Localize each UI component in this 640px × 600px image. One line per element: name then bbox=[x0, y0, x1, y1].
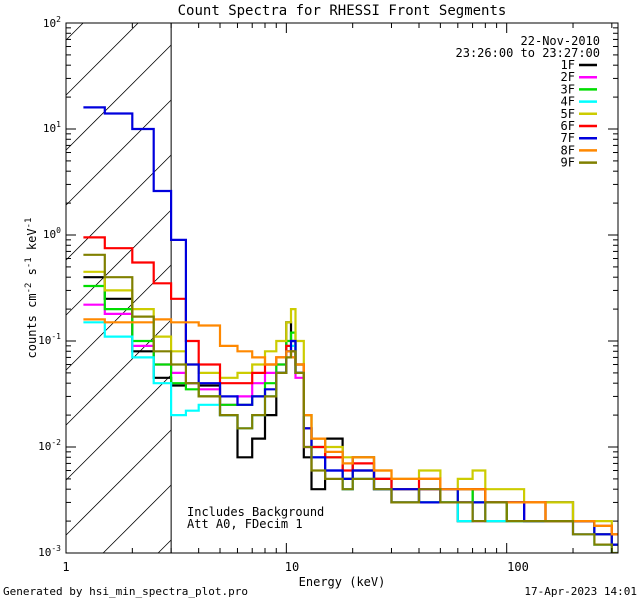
y-tick-label-1e-3: 10-3 bbox=[38, 544, 61, 559]
series-line-5f bbox=[83, 270, 618, 536]
series-line-2f bbox=[83, 303, 618, 546]
legend-label-5f: 5F bbox=[561, 107, 575, 121]
y-tick-label-1e1: 101 bbox=[43, 120, 61, 135]
series-line-3f bbox=[83, 284, 618, 546]
y-tick-label-1e-1: 10-1 bbox=[38, 332, 61, 347]
legend-label-1f: 1F bbox=[561, 58, 575, 72]
x-axis-tick-labels: 1 10 100 bbox=[62, 560, 528, 574]
legend-label-4f: 4F bbox=[561, 95, 575, 109]
hatch-line bbox=[65, 264, 172, 371]
hatch-line bbox=[157, 539, 172, 554]
legend-label-9f: 9F bbox=[561, 156, 575, 170]
footer-timestamp: 17-Apr-2023 14:01 bbox=[524, 585, 637, 598]
legend-label-3f: 3F bbox=[561, 82, 575, 96]
legend-label-2f: 2F bbox=[561, 70, 575, 84]
hatch-line bbox=[102, 484, 172, 554]
axis-ticks bbox=[65, 22, 618, 554]
hatch-line bbox=[65, 44, 172, 151]
footer-generated-by: Generated by hsi_min_spectra_plot.pro bbox=[3, 585, 248, 598]
excluded-region-hatch bbox=[65, 22, 172, 554]
y-axis-tick-labels: 10-3 10-2 10-1 100 101 102 bbox=[38, 15, 61, 559]
series-line-9f bbox=[83, 253, 618, 553]
x-axis-label: Energy (keV) bbox=[299, 575, 386, 589]
hatch-line bbox=[65, 99, 172, 206]
series-group bbox=[83, 106, 618, 553]
x-tick-label-1: 1 bbox=[62, 560, 69, 574]
date-label: 22-Nov-2010 bbox=[521, 34, 600, 48]
series-line-1f bbox=[83, 276, 618, 546]
note-attenuator: Att A0, FDecim 1 bbox=[187, 517, 303, 531]
y-tick-label-1e0: 100 bbox=[43, 226, 61, 241]
hatch-line bbox=[65, 22, 84, 41]
chart-title: Count Spectra for RHESSI Front Segments bbox=[178, 3, 507, 19]
x-tick-label-100: 100 bbox=[507, 560, 529, 574]
hatch-line bbox=[65, 22, 139, 96]
hatch-line bbox=[65, 209, 172, 316]
legend-label-6f: 6F bbox=[561, 119, 575, 133]
time-range-label: 23:26:00 to 23:27:00 bbox=[456, 46, 601, 60]
hatch-line bbox=[65, 374, 172, 481]
note-includes-background: Includes Background bbox=[187, 505, 324, 519]
x-tick-label-10: 10 bbox=[285, 560, 299, 574]
plot-frame bbox=[65, 22, 619, 554]
series-line-7f bbox=[83, 106, 618, 546]
hatch-line bbox=[65, 154, 172, 261]
y-tick-label-1e-2: 10-2 bbox=[38, 438, 61, 453]
y-axis-label: counts cm-2 s-1 keV-1 bbox=[24, 218, 39, 359]
legend-label-8f: 8F bbox=[561, 143, 575, 157]
legend-label-7f: 7F bbox=[561, 131, 575, 145]
hatch-line bbox=[65, 429, 172, 536]
y-tick-label-1e2: 102 bbox=[43, 15, 61, 30]
